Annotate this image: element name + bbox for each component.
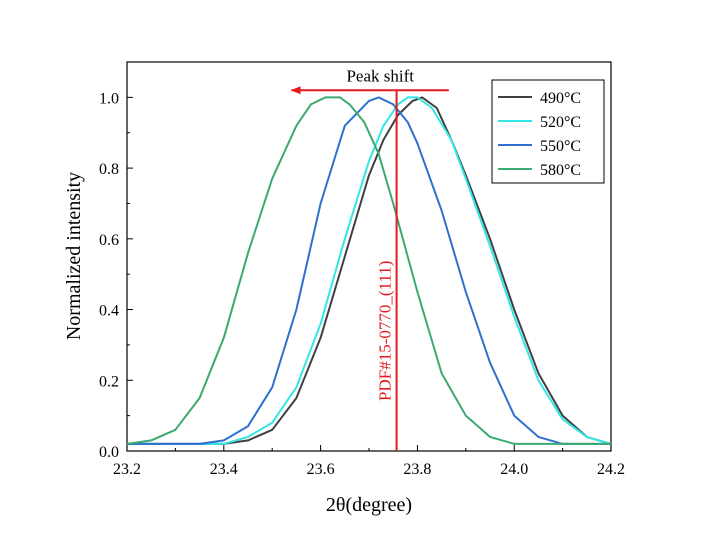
series-line-0 — [127, 96, 612, 445]
x-tick-label: 23.2 — [113, 461, 141, 478]
y-tick-label: 0.2 — [99, 373, 119, 390]
legend-label: 580°C — [540, 162, 581, 179]
y-tick-label: 0.4 — [99, 303, 119, 320]
ticks-layer: 23.2 23.4 23.6 23.8 24.0 24.2 0.0 0.2 0.4 0.6 0.8 1… — [99, 90, 625, 478]
reference-line-label: PDF#15-0770_(111) — [376, 261, 395, 401]
y-tick-label: 0.0 — [99, 444, 119, 461]
series-line-3 — [126, 96, 611, 445]
legend-label: 550°C — [540, 138, 581, 155]
legend-items: 490°C 520°C 550°C 580°C — [498, 90, 581, 179]
legend-label: 520°C — [540, 114, 581, 131]
x-tick-label: 23.8 — [403, 461, 431, 478]
peak-shift-label: Peak shift — [346, 66, 414, 85]
y-axis-title: Normalized intensity — [63, 172, 85, 340]
y-tick-label: 0.8 — [99, 161, 119, 178]
series-line-1 — [127, 96, 612, 445]
x-axis-title: 2θ(degree) — [326, 494, 412, 516]
y-tick-label: 1.0 — [99, 90, 119, 107]
legend-label: 490°C — [540, 90, 581, 107]
x-tick-label: 23.6 — [307, 461, 335, 478]
series-line-2 — [127, 96, 611, 445]
annotation-layer: PDF#15-0770_(111) Peak shift — [290, 66, 449, 451]
x-tick-label: 24.2 — [597, 461, 625, 478]
x-tick-label: 24.0 — [500, 461, 528, 478]
legend: 490°C 520°C 550°C 580°C — [491, 79, 605, 184]
y-tick-label: 0.6 — [99, 232, 119, 249]
x-tick-label: 23.4 — [210, 461, 238, 478]
series-layer — [126, 96, 612, 445]
